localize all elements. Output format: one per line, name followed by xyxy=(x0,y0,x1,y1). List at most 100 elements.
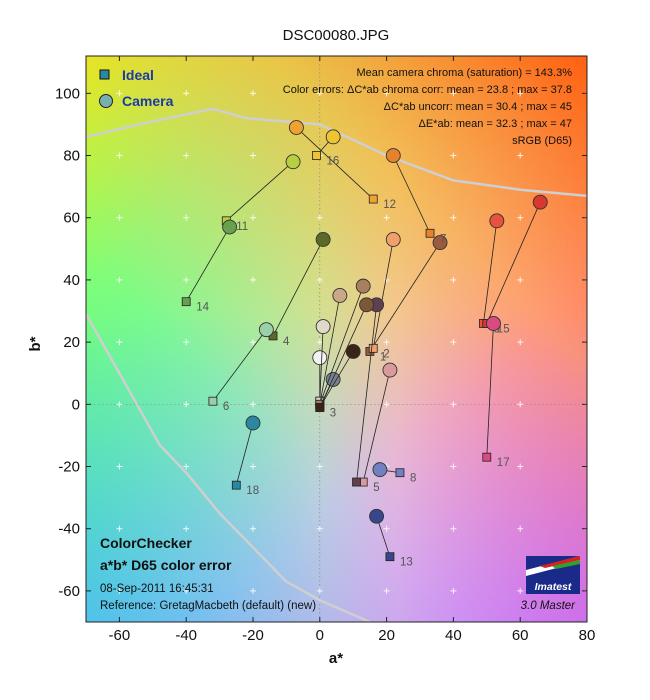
patch-15: 15 xyxy=(482,194,548,335)
grid-cross xyxy=(250,276,256,283)
ideal-marker-10 xyxy=(352,477,361,487)
x-tick-label: 60 xyxy=(512,627,529,644)
grid-cross xyxy=(517,339,524,346)
x-tick-label: -20 xyxy=(242,627,264,644)
grid-cross xyxy=(316,339,323,346)
grid-cross xyxy=(450,90,457,97)
patch-24 xyxy=(315,343,361,412)
legend-camera-marker xyxy=(99,94,113,108)
error-line-14 xyxy=(185,226,230,302)
y-tick-label: 0 xyxy=(72,396,80,413)
x-tick-label: 20 xyxy=(378,627,395,644)
camera-marker-5 xyxy=(382,362,398,378)
grid-cross xyxy=(316,214,323,221)
grid-cross xyxy=(383,90,390,97)
camera-marker-3 xyxy=(325,371,341,387)
grid-cross xyxy=(383,401,390,408)
ideal-marker-24 xyxy=(315,403,325,412)
grid-cross xyxy=(450,152,457,159)
grid-cross xyxy=(450,276,457,283)
grid-cross xyxy=(250,214,256,221)
patch-label-11: 11 xyxy=(236,221,248,233)
grid-cross xyxy=(116,276,123,283)
grid-cross xyxy=(183,214,190,221)
grid-cross xyxy=(116,587,123,594)
y-tick-label: 20 xyxy=(63,334,80,351)
grid-cross xyxy=(183,276,190,283)
camera-marker-1 xyxy=(432,235,448,251)
patch-8: 8 xyxy=(372,462,416,485)
grid-cross xyxy=(383,587,390,594)
patch-label-18: 18 xyxy=(246,485,259,497)
patch-label-12: 12 xyxy=(383,199,396,211)
grid-cross xyxy=(250,401,256,408)
axis-ticks: -60 -40 -20 0 20 40 60 80 -60 -40 -20 0 20 40 60 80 100 xyxy=(55,56,595,644)
grid-cross xyxy=(250,587,256,594)
grid-cross xyxy=(517,587,524,594)
patch-13: 13 xyxy=(369,508,413,569)
grid-cross xyxy=(517,463,524,470)
patch-6: 6 xyxy=(208,322,274,413)
ideal-marker-18 xyxy=(231,480,241,490)
y-tick-label: -20 xyxy=(58,459,80,476)
patch-label-14: 14 xyxy=(196,302,209,314)
grid-cross xyxy=(183,587,190,594)
error-line-11 xyxy=(226,161,294,222)
ideal-marker-2 xyxy=(368,343,378,353)
patch-5: 5 xyxy=(358,362,398,494)
x-tick-label: 0 xyxy=(316,627,324,644)
patch-4: 4 xyxy=(268,232,331,348)
error-line-7 xyxy=(392,155,431,234)
grid-cross xyxy=(250,339,256,346)
grid-cross xyxy=(116,463,123,470)
legend-camera-label: Camera xyxy=(122,93,174,109)
error-line-5 xyxy=(362,370,391,483)
y-tick-label: 80 xyxy=(63,148,80,165)
grid-cross xyxy=(316,587,323,594)
plot-frame xyxy=(85,55,588,623)
error-line-10 xyxy=(356,304,377,483)
error-line-17 xyxy=(486,323,494,458)
color-patches: 1234567891112131415161718 xyxy=(181,120,548,569)
grid-cross xyxy=(316,525,323,532)
grid-cross xyxy=(450,339,457,346)
grid-cross xyxy=(116,214,123,221)
patch-label-16: 16 xyxy=(326,156,339,168)
grid-cross xyxy=(383,339,390,346)
grid-cross xyxy=(250,525,256,532)
annotation-dc-uncorr: ΔC*ab uncorr: mean = 30.4 ; max = 45 xyxy=(384,101,572,113)
camera-marker-15 xyxy=(532,194,548,210)
plot-background xyxy=(86,56,587,622)
x-tick-label: -40 xyxy=(175,627,197,644)
error-line-24 xyxy=(319,351,354,408)
annotation-dc-corr: Color errors: ΔC*ab chroma corr: mean = … xyxy=(283,84,572,96)
error-line-1 xyxy=(369,242,441,352)
gamut-boundary xyxy=(86,107,587,622)
camera-marker-14 xyxy=(222,219,238,235)
logo-text: Imatest xyxy=(535,581,572,593)
patch-label-4: 4 xyxy=(283,336,290,348)
camera-marker-18 xyxy=(245,415,261,431)
y-tick-label: -40 xyxy=(58,521,80,538)
error-line-6 xyxy=(212,329,267,402)
grid-cross xyxy=(183,339,190,346)
grid-cross xyxy=(116,90,123,97)
camera-marker-11 xyxy=(285,154,301,170)
gamut-boundary-inner xyxy=(86,313,371,622)
patch-label-6: 6 xyxy=(223,401,229,413)
error-line-18 xyxy=(235,422,254,486)
grid-cross xyxy=(450,525,457,532)
patch-label-8: 8 xyxy=(410,473,416,485)
patch-14: 14 xyxy=(181,219,238,314)
camera-marker-7 xyxy=(385,148,401,163)
ideal-marker-14 xyxy=(181,297,191,307)
patch-7: 7 xyxy=(385,148,446,245)
grid-cross xyxy=(183,401,190,408)
grid-cross xyxy=(517,152,524,159)
gamut-boundary-outer xyxy=(86,107,587,198)
error-line-15 xyxy=(486,202,541,324)
panel-reference: Reference: GretagMacbeth (default) (new) xyxy=(100,600,316,612)
error-line-12 xyxy=(296,127,374,200)
grid-cross xyxy=(183,90,190,97)
patch-label-5: 5 xyxy=(373,482,379,494)
